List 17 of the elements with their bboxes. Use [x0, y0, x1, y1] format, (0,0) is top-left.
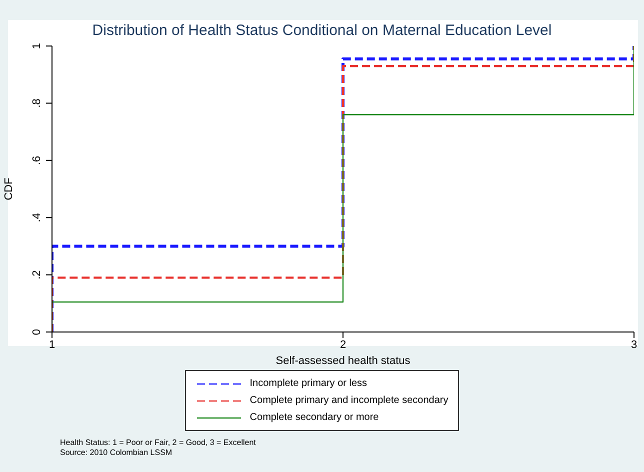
source-note: Source: 2010 Colombian LSSM	[60, 448, 174, 458]
legend-label: Incomplete primary or less	[250, 378, 368, 389]
y-tick-label: 0	[31, 328, 43, 336]
chart-title: Distribution of Health Status Conditional on Maternal Education Level	[91, 22, 553, 39]
y-axis-title: CDF	[2, 177, 15, 200]
legend-label: Complete primary and incomplete secondary	[250, 395, 448, 406]
x-tick-label: 3	[630, 338, 638, 351]
y-tick-label: .8	[31, 98, 43, 108]
y-tick-label: 1	[31, 42, 43, 50]
x-axis-title: Self-assessed health status	[276, 355, 411, 367]
legend-label: Complete secondary or more	[250, 412, 379, 423]
x-tick-label: 1	[48, 338, 56, 351]
y-tick-label: .4	[31, 213, 43, 222]
x-tick-label: 2	[340, 338, 346, 351]
text: Health Status: 1 = Poor or Fair, 2 = Good, 3 = Excellent	[60, 438, 256, 448]
y-tick-label: .2	[31, 270, 43, 280]
y-tick-label: .6	[31, 156, 43, 165]
